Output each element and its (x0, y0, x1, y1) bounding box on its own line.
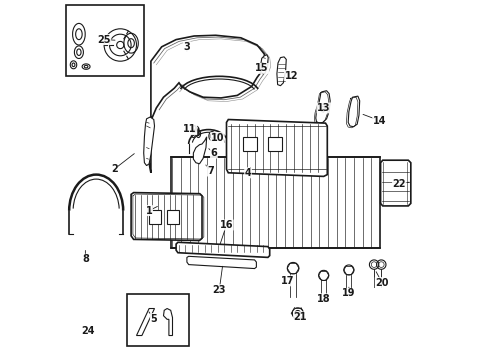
Polygon shape (149, 210, 160, 224)
Text: 13: 13 (316, 103, 330, 113)
Polygon shape (163, 309, 172, 336)
Text: 6: 6 (210, 148, 217, 158)
Polygon shape (66, 5, 143, 76)
Polygon shape (260, 55, 268, 74)
Polygon shape (167, 210, 178, 224)
Text: 23: 23 (212, 285, 225, 295)
Text: 7: 7 (206, 166, 213, 176)
Polygon shape (186, 256, 256, 269)
Text: 11: 11 (183, 124, 196, 134)
Polygon shape (176, 242, 269, 257)
Text: 21: 21 (293, 312, 306, 322)
Text: 4: 4 (244, 168, 251, 178)
Text: 9: 9 (190, 125, 196, 135)
Polygon shape (136, 309, 154, 336)
Polygon shape (127, 294, 188, 346)
Text: 25: 25 (97, 35, 111, 45)
Polygon shape (267, 137, 282, 151)
Polygon shape (276, 57, 285, 86)
Polygon shape (143, 117, 154, 166)
Text: 17: 17 (281, 276, 294, 286)
Polygon shape (193, 137, 206, 164)
Text: 16: 16 (219, 220, 233, 230)
Text: 18: 18 (316, 294, 330, 304)
Polygon shape (315, 91, 329, 123)
Text: 3: 3 (183, 42, 190, 52)
Text: 12: 12 (284, 71, 298, 81)
Polygon shape (347, 96, 359, 127)
Polygon shape (148, 35, 265, 173)
Text: 1: 1 (145, 206, 152, 216)
Text: 22: 22 (392, 179, 405, 189)
Text: 8: 8 (82, 254, 89, 264)
Text: 24: 24 (81, 326, 95, 336)
Text: 15: 15 (255, 63, 268, 73)
Polygon shape (226, 120, 326, 176)
Text: 14: 14 (372, 116, 386, 126)
Text: 5: 5 (150, 314, 157, 324)
Text: 20: 20 (374, 278, 388, 288)
Text: 2: 2 (111, 164, 117, 174)
Polygon shape (242, 137, 257, 151)
Polygon shape (380, 160, 410, 206)
Polygon shape (131, 193, 202, 240)
Text: 19: 19 (342, 288, 355, 298)
Text: 10: 10 (210, 132, 224, 143)
Polygon shape (170, 157, 379, 248)
